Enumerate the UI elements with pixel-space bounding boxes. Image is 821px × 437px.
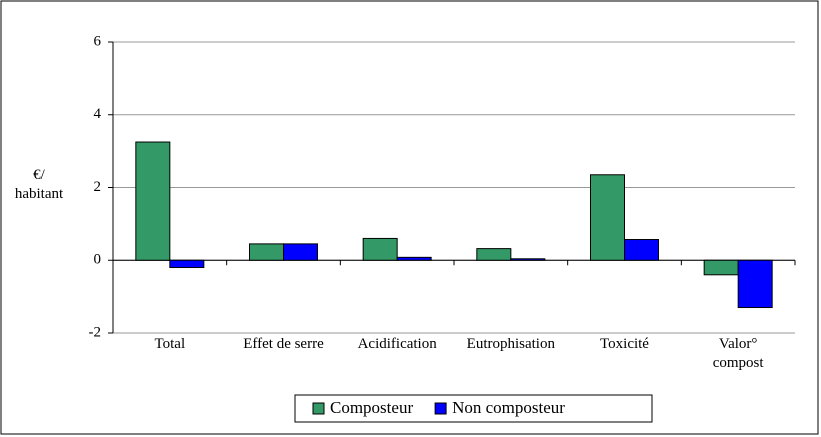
x-tick-label: Effet de serre xyxy=(243,336,324,352)
legend-label: Composteur xyxy=(330,398,413,417)
legend-swatch xyxy=(434,402,447,415)
y-tick-label: 0 xyxy=(94,252,102,268)
legend-label: Non composteur xyxy=(452,398,565,417)
bar xyxy=(737,259,773,309)
y-tick-label: 2 xyxy=(94,179,102,195)
y-tick-label: -2 xyxy=(89,324,102,340)
bar xyxy=(624,239,659,261)
bar xyxy=(703,259,739,276)
x-tick-label: Total xyxy=(154,336,186,352)
bar xyxy=(396,256,432,261)
y-tick-label: 6 xyxy=(94,33,102,49)
bar xyxy=(590,174,625,261)
x-tick-label: Valor° compost xyxy=(712,336,764,371)
bar xyxy=(169,259,205,269)
y-tick-label: 4 xyxy=(94,106,102,122)
bar xyxy=(476,248,512,261)
x-tick-label: Toxicité xyxy=(600,336,649,352)
bar xyxy=(362,237,398,261)
bar xyxy=(510,258,546,261)
bar xyxy=(135,141,171,261)
legend-box xyxy=(294,394,653,423)
y-axis-label: €/ habitant xyxy=(14,167,64,202)
legend-swatch xyxy=(312,402,325,415)
x-tick-label: Eutrophisation xyxy=(466,336,555,352)
bar xyxy=(283,243,318,261)
x-tick-label: Acidification xyxy=(357,336,437,352)
bar xyxy=(249,243,284,261)
